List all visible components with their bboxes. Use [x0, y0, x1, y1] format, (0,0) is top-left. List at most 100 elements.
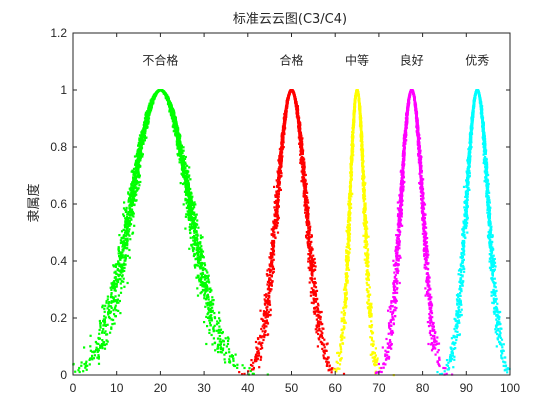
cloud-drop	[188, 247, 191, 250]
cloud-drop	[301, 159, 304, 162]
cloud-drop	[305, 201, 308, 204]
cloud-drop	[294, 103, 297, 106]
cloud-drop	[277, 184, 280, 187]
cloud-drop	[268, 274, 271, 277]
cloud-drop	[265, 295, 268, 298]
cloud-drop	[170, 109, 173, 112]
cloud-drop	[300, 153, 303, 156]
cloud-drop	[182, 162, 185, 165]
cloud-drop	[126, 254, 129, 257]
cloud-drop	[203, 289, 206, 292]
cloud-drop	[272, 230, 275, 233]
cloud-drop	[276, 189, 279, 193]
cloud-drop	[185, 213, 188, 216]
cloud-drop	[137, 166, 140, 170]
cloud-drop	[193, 206, 196, 209]
cloud-drop	[203, 262, 206, 265]
cloud-drop	[199, 242, 202, 245]
cloud-drop	[303, 174, 307, 177]
cloud-drop	[144, 132, 147, 135]
cloud-drop	[115, 301, 119, 304]
cloud-drop	[110, 300, 113, 303]
cloud-drop	[319, 335, 322, 338]
cloud-drop	[268, 279, 271, 282]
cloud-drop	[305, 206, 308, 210]
cloud-drop	[102, 324, 105, 327]
cloud-drop	[273, 222, 276, 225]
cloud-drop	[139, 156, 142, 159]
cloud-drop	[261, 347, 264, 350]
cloud-drop	[296, 109, 300, 112]
cloud-drop	[204, 290, 207, 293]
cloud-drop	[80, 361, 83, 364]
cloud-drop	[314, 294, 317, 297]
cloud-drop	[315, 314, 318, 317]
cloud-drop	[262, 323, 265, 326]
cloud-drop	[114, 264, 117, 267]
cloud-drop	[250, 359, 253, 362]
cloud-drop	[117, 260, 120, 263]
cloud-drop	[175, 140, 178, 143]
cloud-drop	[199, 247, 202, 250]
cloud-drop	[178, 149, 181, 153]
cloud-drop	[105, 339, 108, 342]
cloud-drop	[305, 234, 308, 237]
cloud-drop	[213, 316, 216, 319]
cloud-drop	[307, 253, 310, 256]
cloud-drop	[163, 91, 166, 94]
cloud-drop	[101, 343, 105, 346]
cloud-drop	[167, 99, 170, 102]
cloud-drop	[131, 190, 135, 193]
cloud-drop	[218, 331, 222, 334]
cloud-drop	[130, 204, 133, 207]
cloud-drop	[189, 231, 192, 235]
cloud-drop	[275, 224, 278, 227]
cloud-drop	[167, 100, 170, 103]
cloud-drop	[204, 274, 207, 277]
cloud-drop	[200, 267, 203, 270]
cloud-drop	[254, 340, 258, 344]
cloud-drop	[110, 301, 113, 304]
series-0-points	[72, 89, 269, 376]
cloud-drop	[311, 260, 314, 264]
cloud-drop	[114, 315, 117, 318]
cloud-drop	[104, 304, 107, 307]
cloud-drop	[331, 367, 334, 370]
cloud-drop	[129, 189, 132, 192]
cloud-drop	[205, 315, 208, 318]
cloud-drop	[125, 209, 128, 212]
cloud-drop	[133, 176, 137, 179]
cloud-drop	[123, 262, 126, 265]
cloud-drop	[300, 143, 303, 146]
cloud-drop	[97, 342, 100, 345]
cloud-drop	[294, 99, 297, 102]
cloud-drop	[185, 188, 188, 191]
cloud-drop	[110, 282, 113, 285]
cloud-drop	[98, 319, 101, 323]
cloud-drop	[110, 295, 113, 299]
cloud-drop	[122, 277, 125, 280]
cloud-drop	[177, 154, 180, 157]
cloud-drop	[313, 285, 316, 288]
cloud-drop	[265, 306, 268, 309]
cloud-drop	[206, 325, 209, 328]
cloud-drop	[301, 152, 304, 155]
cloud-drop	[113, 322, 116, 325]
cloud-drop	[139, 165, 142, 168]
cloud-drop	[139, 148, 143, 152]
cloud-drop	[193, 223, 196, 226]
cloud-drop	[190, 198, 193, 201]
cloud-drop	[137, 149, 140, 152]
cloud-drop	[111, 284, 114, 287]
cloud-drop	[186, 164, 189, 167]
cloud-drop	[185, 202, 188, 205]
cloud-drop	[243, 366, 246, 370]
cloud-drop	[106, 323, 109, 326]
cloud-drop	[107, 311, 110, 314]
cloud-drop	[326, 361, 329, 364]
cloud-drop	[187, 188, 191, 191]
cloud-drop	[200, 276, 203, 279]
cloud-drop	[107, 313, 110, 316]
cloud-drop	[135, 165, 138, 168]
cloud-drop	[315, 324, 318, 327]
